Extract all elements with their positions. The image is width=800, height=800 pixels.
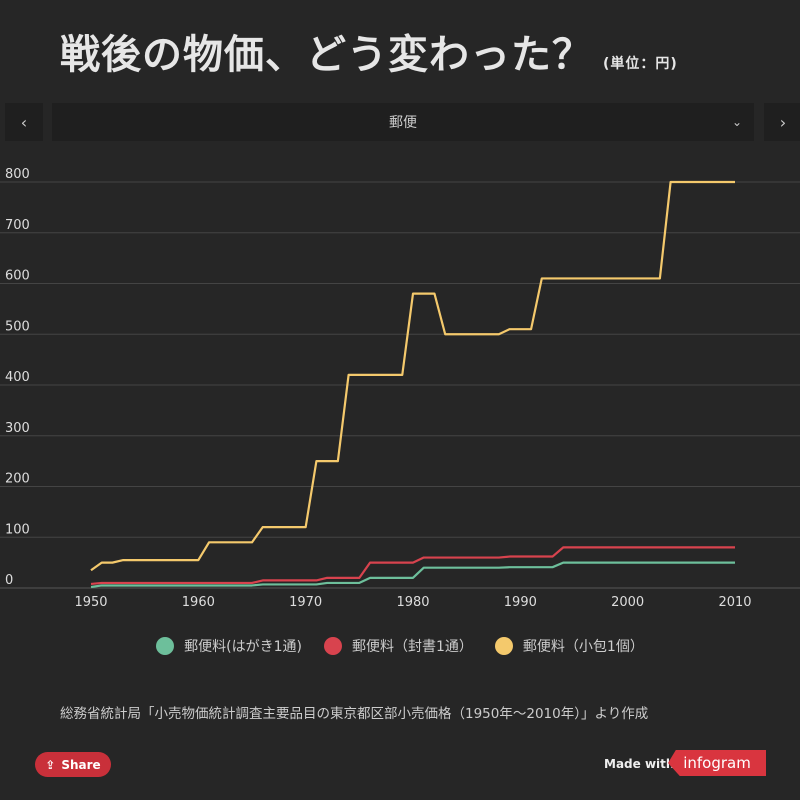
legend-item[interactable]: 郵便料（小包1個） [494,636,644,656]
page-title: 戦後の物価、どう変わった？ (単位：円) [60,22,678,80]
legend-item[interactable]: 郵便料（封書1通） [324,636,473,656]
y-tick-label: 600 [5,269,30,284]
series-line [90,180,735,572]
line-chart: 0 100 200 300 400 500 600 700 800 1950 1960 1970 198… [0,167,800,610]
next-button[interactable]: › [764,103,800,141]
y-tick-label: 500 [5,319,30,334]
share-label: Share [61,757,101,772]
unit-label: (単位：円) [603,56,678,72]
x-tick-label: 2010 [718,595,751,610]
series-line [90,561,735,589]
y-tick-label: 700 [5,218,30,233]
legend-swatch [494,637,513,655]
x-tick-label: 1980 [396,595,429,610]
legend-item[interactable]: 郵便料(はがき1通) [156,636,302,656]
legend-label: 郵便料（小包1個） [522,639,644,655]
x-tick-label: 1950 [74,595,107,610]
prev-button[interactable]: ‹ [5,103,43,141]
chevron-right-icon: › [779,112,787,132]
legend-swatch [324,637,342,655]
selected-category: 郵便 [389,115,417,131]
category-select[interactable]: 郵便 ⌄ [52,103,754,141]
chevron-left-icon: ‹ [20,112,28,132]
made-with-label: Made with [604,757,675,771]
x-tick-label: 1990 [504,595,537,610]
series-line [90,546,735,586]
legend-label: 郵便料(はがき1通) [184,639,302,655]
x-tick-label: 2000 [611,595,644,610]
y-tick-label: 800 [5,167,30,182]
y-tick-label: 400 [5,370,30,385]
legend-label: 郵便料（封書1通） [352,639,473,655]
x-tick-label: 1970 [289,595,322,610]
source-note: 総務省統計局「小売物価統計調査主要品目の東京都区部小売価格（1950年〜2010… [60,706,649,722]
legend-swatch [156,637,175,655]
y-tick-label: 100 [5,522,30,537]
y-tick-label: 300 [5,421,30,436]
share-button[interactable]: ⇪ Share [35,752,111,777]
y-tick-label: 200 [5,472,30,487]
legend: 郵便料(はがき1通) 郵便料（封書1通） 郵便料（小包1個） [0,636,800,656]
chevron-down-icon: ⌄ [731,115,742,129]
title-text: 戦後の物価、どう変わった？ [60,32,593,78]
share-icon: ⇪ [45,757,56,772]
y-tick-label: 0 [5,573,13,588]
infogram-logo[interactable]: infogram [668,750,766,776]
x-tick-label: 1960 [182,595,215,610]
